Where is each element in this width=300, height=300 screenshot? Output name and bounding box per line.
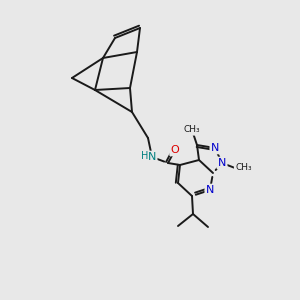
Text: CH₃: CH₃ [184, 125, 200, 134]
Text: O: O [171, 145, 179, 155]
Text: N: N [206, 185, 214, 195]
Text: H: H [141, 151, 149, 161]
Text: N: N [218, 158, 226, 168]
Text: N: N [148, 152, 156, 162]
Text: CH₃: CH₃ [235, 164, 252, 172]
Text: N: N [211, 143, 219, 153]
